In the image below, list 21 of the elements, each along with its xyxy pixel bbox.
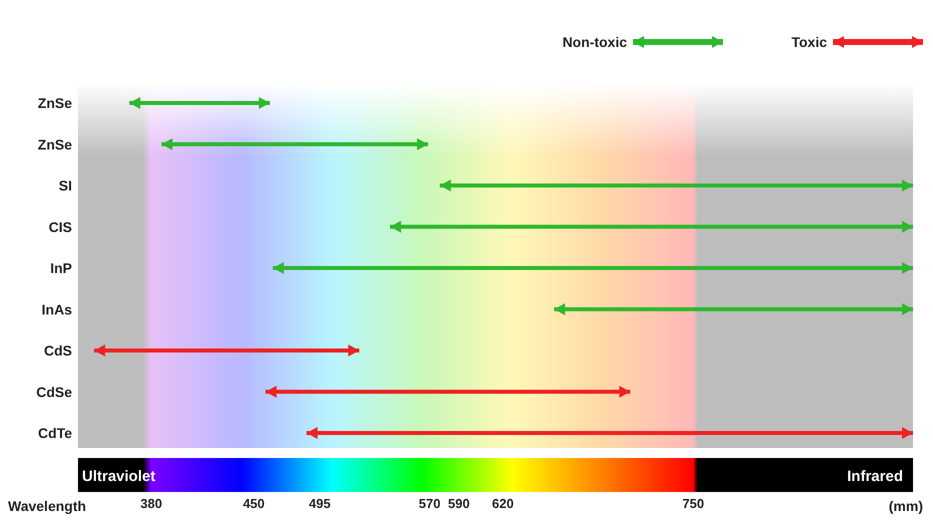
y-tick-label: SI	[58, 178, 72, 194]
x-tick-label: 380	[140, 496, 162, 512]
x-tick-label: 570	[418, 496, 440, 512]
y-tick-label: InP	[50, 260, 72, 276]
legend-label: Non-toxic	[562, 34, 628, 50]
y-tick-label: CdS	[44, 342, 72, 358]
x-tick-label: 590	[448, 496, 470, 512]
y-tick-label: ZnSe	[38, 136, 72, 152]
x-axis-title: Wavelength	[8, 498, 86, 514]
x-tick-label: 495	[308, 496, 331, 512]
text: Infrared	[847, 468, 903, 485]
x-tick-label: 620	[492, 496, 514, 512]
legend-label: Toxic	[791, 34, 828, 50]
y-tick-label: ZnSe	[38, 95, 72, 111]
x-tick-label: 450	[242, 496, 265, 512]
text: (mm)	[888, 498, 923, 514]
y-tick-label: CIS	[48, 218, 72, 235]
y-tick-label: CdTe	[38, 425, 72, 441]
y-tick-label: CdSe	[36, 384, 72, 400]
y-tick-label: InAs	[42, 301, 72, 318]
x-tick-label: 750	[682, 496, 704, 512]
